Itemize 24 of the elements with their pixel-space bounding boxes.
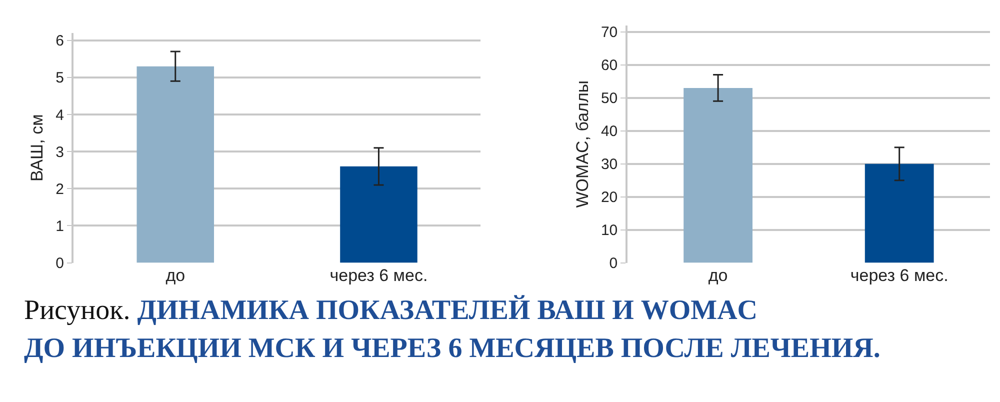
y-tick-label: 60 <box>600 57 618 74</box>
y-tick-label: 5 <box>56 70 64 87</box>
y-tick-label: 1 <box>56 218 64 235</box>
y-tick-label: 0 <box>609 255 618 272</box>
x-tick-label: до <box>708 266 728 285</box>
y-tick-label: 6 <box>56 32 64 50</box>
y-tick-label: 50 <box>600 90 618 108</box>
y-tick-label: 4 <box>56 106 64 124</box>
y-tick-label: 2 <box>56 180 64 198</box>
y-axis-title: ВАШ, см <box>28 114 47 182</box>
y-tick-label: 3 <box>56 144 64 161</box>
y-tick-label: 0 <box>56 255 64 272</box>
y-tick-label: 20 <box>600 189 618 206</box>
y-axis-title: WOMAC, баллы <box>573 80 592 208</box>
x-tick-label: через 6 мес. <box>330 266 428 285</box>
y-tick-label: 30 <box>600 156 618 174</box>
text: ДИНАМИКА ПОКАЗАТЕЛЕЙ ВАШ И WOMAC <box>137 295 758 326</box>
x-tick-label: через 6 мес. <box>850 266 948 285</box>
y-tick-label: 40 <box>600 123 618 140</box>
y-tick-label: 70 <box>600 24 618 42</box>
text: ДО ИНЪЕКЦИИ МСК И ЧЕРЕЗ 6 МЕСЯЦЕВ ПОСЛЕ ЛЕЧЕНИЯ. <box>24 333 880 364</box>
x-tick-label: до <box>166 266 186 285</box>
text: Рисунок. <box>24 295 130 326</box>
y-tick-label: 10 <box>600 222 618 240</box>
